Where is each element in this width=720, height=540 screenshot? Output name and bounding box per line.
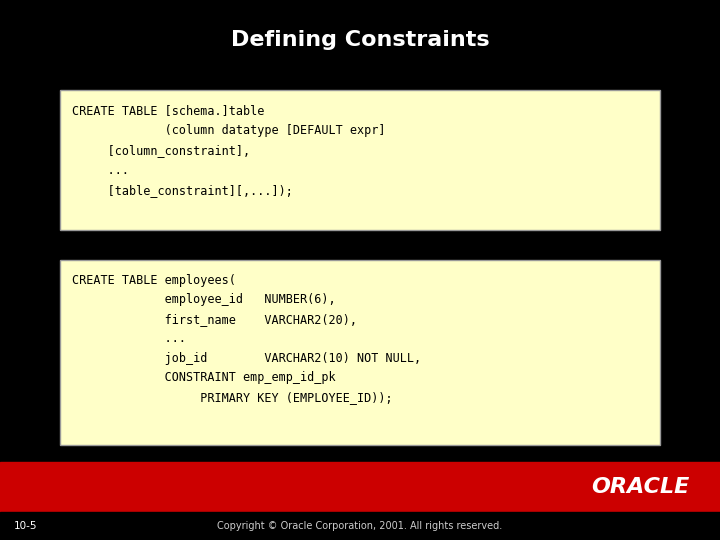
Text: 10-5: 10-5 bbox=[14, 521, 37, 531]
Text: Copyright © Oracle Corporation, 2001. All rights reserved.: Copyright © Oracle Corporation, 2001. Al… bbox=[217, 521, 503, 531]
Text: CREATE TABLE employees(
             employee_id   NUMBER(6),
             first: CREATE TABLE employees( employee_id NUMB… bbox=[72, 274, 421, 404]
FancyBboxPatch shape bbox=[60, 90, 660, 230]
Text: Defining Constraints: Defining Constraints bbox=[230, 30, 490, 50]
Text: CREATE TABLE [schema.]table
             (column datatype [DEFAULT expr]
     [c: CREATE TABLE [schema.]table (column data… bbox=[72, 104, 385, 197]
Text: ORACLE: ORACLE bbox=[592, 477, 690, 497]
FancyBboxPatch shape bbox=[60, 260, 660, 445]
Bar bbox=[0, 462, 720, 512]
Bar bbox=[0, 512, 720, 540]
